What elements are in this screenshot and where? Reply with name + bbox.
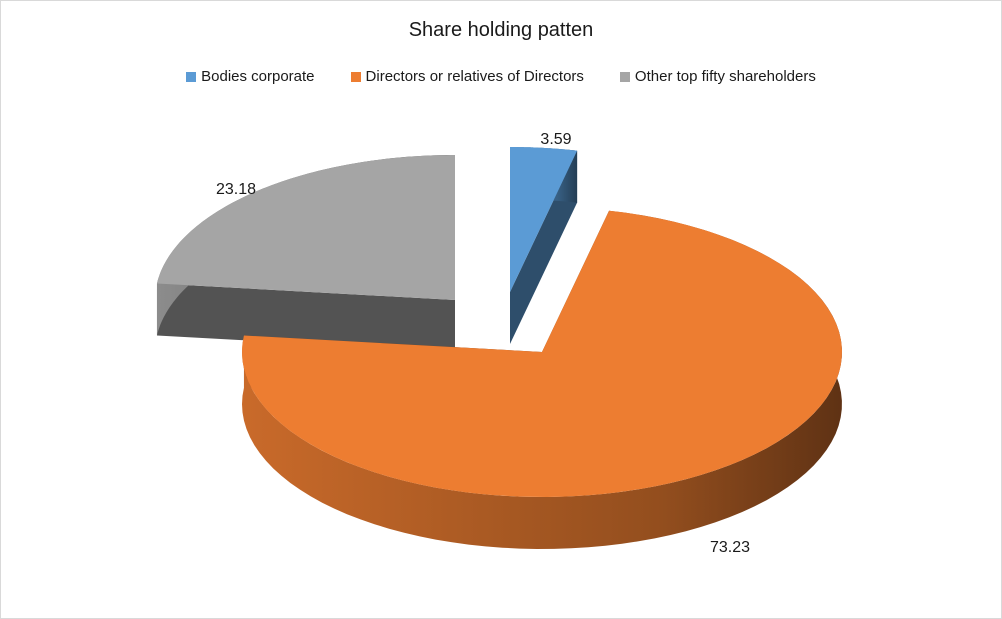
pie-slice-other-top-fifty	[157, 155, 455, 300]
legend-label-directors: Directors or relatives of Directors	[365, 68, 584, 85]
pie-slices	[156, 147, 843, 549]
legend-swatch-other-top-fifty	[619, 71, 630, 82]
legend-item-other-top-fifty: Other top fifty shareholders	[619, 68, 816, 85]
legend-label-other-top-fifty: Other top fifty shareholders	[634, 68, 816, 85]
legend-item-directors: Directors or relatives of Directors	[350, 68, 584, 85]
legend-label-bodies-corporate: Bodies corporate	[201, 68, 315, 85]
chart-title: Share holding patten	[408, 19, 594, 41]
data-label-other-top-fifty: 23.18	[216, 181, 256, 198]
pie-slice-directors	[242, 210, 843, 497]
legend-swatch-bodies-corporate	[186, 71, 197, 82]
legend: Bodies corporate Directors or relatives …	[1, 68, 1001, 85]
legend-swatch-directors	[350, 71, 361, 82]
data-label-directors: 73.23	[710, 539, 750, 556]
pie-slice-bodies-corporate	[510, 147, 578, 292]
pie-side-other-top-fifty-0	[156, 283, 455, 352]
legend-item-bodies-corporate: Bodies corporate	[186, 68, 315, 85]
data-label-bodies-corporate: 3.59	[540, 131, 571, 148]
